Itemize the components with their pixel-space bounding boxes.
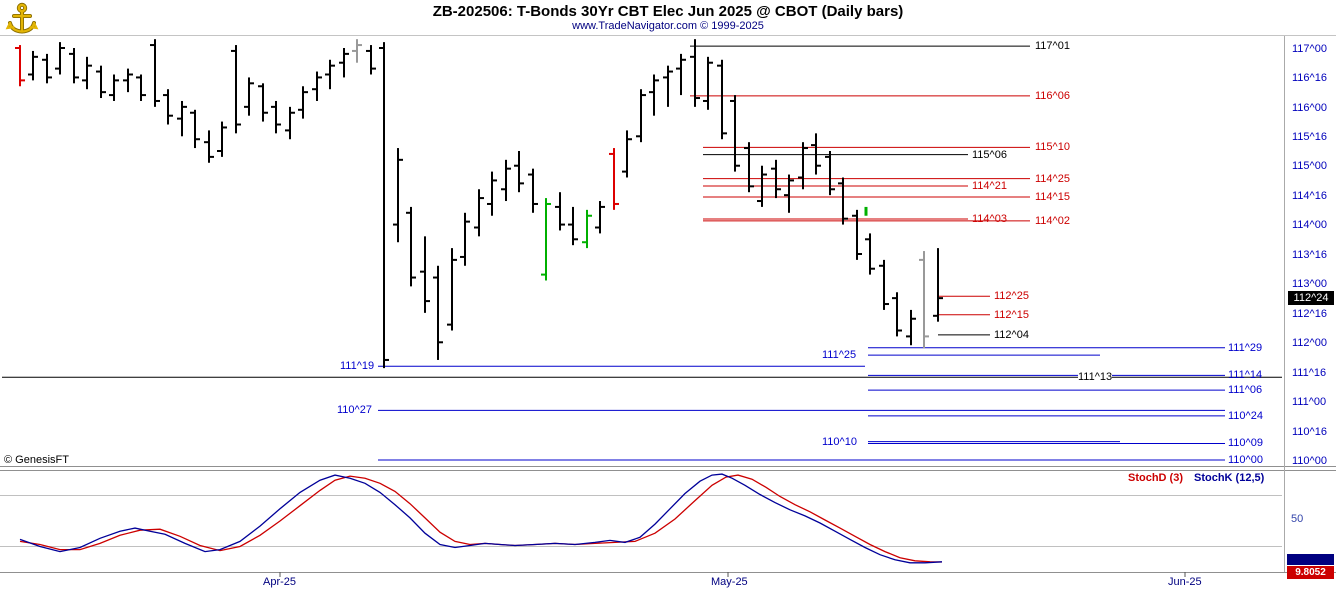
stochk-legend: StochK (12,5)	[1194, 472, 1265, 484]
price-axis-label: 113^00	[1292, 278, 1327, 290]
level-label: 110^10	[822, 435, 857, 448]
level-label: 112^04	[994, 328, 1029, 341]
stoch-scale-label: 50	[1291, 513, 1304, 525]
level-label: 111^06	[1228, 384, 1263, 397]
price-axis-label: 111^00	[1292, 396, 1327, 408]
level-label: 114^21	[972, 179, 1007, 192]
price-axis-label: 116^16	[1292, 72, 1327, 84]
price-axis-label: 116^00	[1292, 102, 1327, 114]
time-axis-label: Apr-25	[263, 576, 297, 588]
level-label: 111^29	[1228, 341, 1263, 354]
genesis-copyright: © GenesisFT	[4, 454, 69, 466]
price-axis-label: 112^16	[1292, 308, 1327, 320]
price-axis-label: 114^16	[1292, 190, 1327, 202]
price-axis-label: 111^16	[1292, 367, 1327, 379]
level-label: 116^06	[1035, 89, 1070, 102]
level-label: 117^01	[1035, 40, 1070, 53]
chart-subtitle: www.TradeNavigator.com © 1999-2025	[572, 20, 764, 32]
level-label: 110^24	[1228, 409, 1263, 422]
anchor-icon	[4, 2, 40, 36]
price-axis-label: 115^00	[1292, 160, 1327, 172]
level-label: 112^25	[994, 290, 1029, 303]
time-axis-label: Jun-25	[1168, 576, 1202, 588]
price-axis-label: 113^16	[1292, 249, 1327, 261]
level-label: 111^13	[1078, 370, 1113, 385]
last-price-badge: 112^24	[1288, 291, 1334, 305]
level-label: 111^14	[1228, 369, 1263, 382]
price-axis-label: 114^00	[1292, 219, 1327, 231]
price-axis-label: 110^16	[1292, 426, 1327, 438]
level-label: 115^10	[1035, 141, 1070, 154]
level-label: 114^03	[972, 213, 1007, 226]
price-axis-label: 112^00	[1292, 337, 1327, 349]
price-axis-label: 115^16	[1292, 131, 1327, 143]
level-label: 112^15	[994, 308, 1029, 321]
stochd-value-box: 9.8052	[1287, 566, 1334, 579]
level-label: 114^02	[1035, 214, 1070, 227]
time-axis-label: May-25	[711, 576, 748, 588]
level-label: 115^06	[972, 148, 1007, 161]
chart-title: ZB-202506: T-Bonds 30Yr CBT Elec Jun 202…	[432, 3, 904, 20]
price-axis-label: 110^00	[1292, 455, 1327, 467]
level-label: 114^25	[1035, 172, 1070, 185]
level-label: 110^00	[1228, 453, 1263, 466]
stochd-legend: StochD (3)	[1128, 472, 1183, 484]
level-label: 111^19	[340, 360, 375, 373]
level-label: 110^09	[1228, 437, 1263, 450]
stochk-value-box	[1287, 554, 1334, 565]
level-label: 110^27	[337, 404, 372, 417]
level-label: 114^15	[1035, 190, 1070, 203]
price-axis-label: 117^00	[1292, 43, 1327, 55]
level-label: 111^25	[822, 349, 857, 362]
